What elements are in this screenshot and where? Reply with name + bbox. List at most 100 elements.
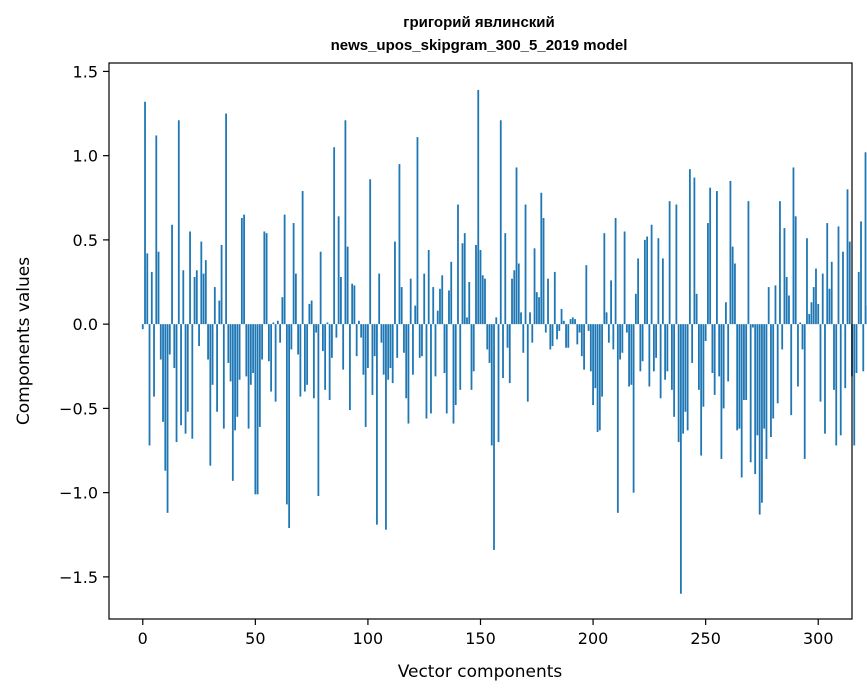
y-tick-label: 1.5 [73, 62, 98, 81]
bar-34 [218, 300, 221, 325]
bar-196 [583, 324, 585, 370]
bar-186 [560, 308, 563, 325]
bar-20 [186, 324, 189, 412]
bar-283 [779, 201, 781, 325]
bar-133 [441, 275, 444, 325]
bar-117 [405, 324, 408, 399]
bar-156 [493, 324, 495, 550]
bar-152 [484, 278, 486, 325]
bar-2 [146, 253, 149, 325]
bar-3 [148, 324, 151, 446]
bar-214 [623, 231, 626, 325]
bar-201 [594, 324, 597, 389]
bar-107 [382, 324, 385, 375]
bar-95 [355, 324, 358, 357]
bar-17 [180, 324, 182, 426]
bar-242 [686, 324, 689, 431]
bar-200 [592, 324, 594, 406]
bar-166 [515, 167, 518, 325]
bar-63 [283, 214, 286, 325]
bar-120 [412, 324, 414, 375]
bar-35 [220, 244, 223, 325]
y-axis-label: Components values [14, 257, 34, 425]
bar-146 [470, 324, 473, 390]
bar-131 [436, 310, 439, 325]
bar-22 [191, 324, 194, 439]
bar-55 [265, 233, 268, 325]
bar-28 [204, 260, 207, 325]
bar-71 [301, 191, 304, 325]
bar-51 [256, 324, 259, 495]
bar-24 [195, 270, 198, 325]
bar-168 [520, 312, 522, 325]
bar-192 [574, 319, 576, 325]
bar-48 [249, 324, 252, 385]
bar-39 [229, 324, 232, 382]
bar-227 [652, 324, 655, 372]
bar-264 [736, 324, 739, 431]
bar-56 [267, 324, 270, 362]
bar-6 [155, 135, 158, 325]
bar-80 [321, 324, 324, 352]
bar-49 [252, 324, 254, 374]
bar-267 [743, 324, 745, 400]
bar-29 [207, 324, 209, 360]
bar-290 [794, 216, 797, 325]
bar-268 [745, 324, 748, 400]
bar-262 [731, 246, 734, 325]
bar-245 [693, 177, 696, 325]
bar-37 [225, 113, 227, 325]
bar-99 [364, 324, 367, 427]
bar-193 [576, 324, 579, 345]
bar-188 [565, 324, 567, 348]
bar-30 [209, 324, 212, 466]
bar-187 [562, 320, 565, 325]
bar-42 [236, 324, 239, 417]
bar-313 [846, 189, 849, 325]
bar-289 [792, 167, 795, 325]
bar-112 [394, 241, 396, 325]
bar-238 [677, 324, 680, 443]
bar-154 [488, 324, 491, 363]
bar-172 [529, 312, 531, 325]
bar-320 [862, 324, 865, 372]
bar-128 [430, 324, 432, 414]
bar-250 [704, 324, 707, 341]
bar-79 [319, 251, 322, 325]
bar-275 [761, 324, 763, 503]
bar-10 [164, 324, 167, 471]
bar-21 [189, 231, 191, 325]
bar-118 [407, 324, 410, 424]
x-tick-label: 250 [690, 629, 721, 648]
bar-263 [734, 263, 736, 325]
bar-7 [157, 251, 160, 325]
bar-136 [448, 290, 450, 325]
bar-243 [688, 169, 691, 325]
bar-4 [150, 271, 153, 325]
bar-246 [695, 293, 698, 325]
chart-title-line-2: news_upos_skipgram_300_5_2019 model [331, 37, 628, 54]
bar-195 [580, 324, 583, 357]
x-axis-label: Vector components [398, 662, 563, 682]
bar-159 [499, 120, 502, 325]
bar-31 [211, 324, 214, 385]
bar-236 [673, 324, 676, 417]
bar-208 [610, 280, 612, 325]
bar-199 [589, 324, 592, 372]
bar-81 [324, 324, 327, 390]
bar-244 [691, 324, 694, 363]
bar-217 [630, 324, 633, 385]
bar-296 [808, 314, 811, 325]
x-tick-label: 200 [578, 629, 609, 648]
bar-266 [740, 324, 743, 478]
bar-177 [540, 192, 543, 325]
bar-273 [756, 324, 759, 436]
bar-124 [421, 324, 423, 357]
bar-319 [860, 221, 862, 325]
bar-140 [457, 204, 459, 325]
bar-190 [569, 319, 572, 325]
bar-285 [783, 228, 786, 325]
bar-305 [828, 288, 831, 325]
bar-157 [495, 317, 498, 325]
